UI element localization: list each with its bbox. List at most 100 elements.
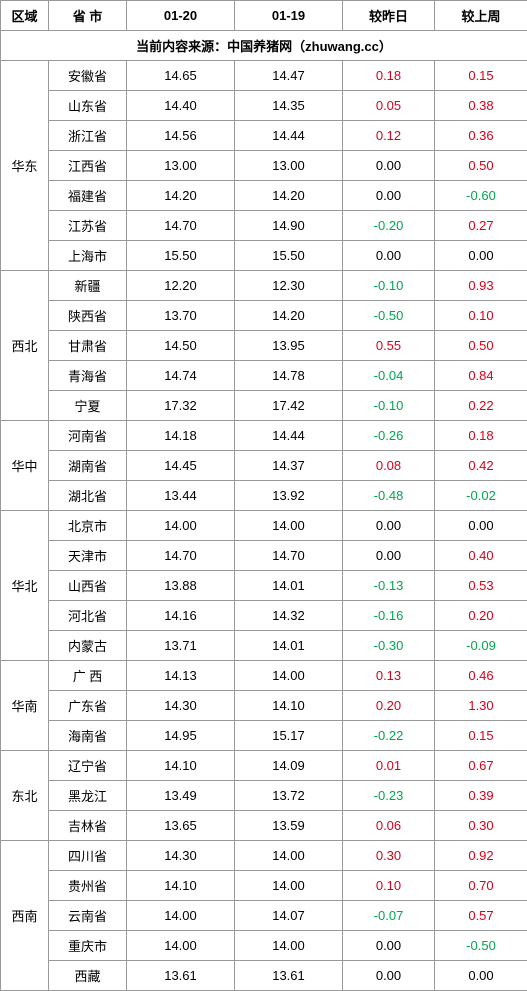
province-cell: 广东省 xyxy=(49,691,127,721)
d2-cell: 13.61 xyxy=(235,961,343,991)
vw-cell: 0.10 xyxy=(435,301,527,331)
d2-cell: 14.00 xyxy=(235,661,343,691)
d1-cell: 14.50 xyxy=(127,331,235,361)
d2-cell: 15.50 xyxy=(235,241,343,271)
table-row: 天津市14.7014.700.000.40 xyxy=(1,541,527,571)
table-row: 黑龙江13.4913.72-0.230.39 xyxy=(1,781,527,811)
d2-cell: 14.90 xyxy=(235,211,343,241)
table-row: 西北新疆12.2012.30-0.100.93 xyxy=(1,271,527,301)
province-cell: 湖北省 xyxy=(49,481,127,511)
table-row: 山西省13.8814.01-0.130.53 xyxy=(1,571,527,601)
province-cell: 福建省 xyxy=(49,181,127,211)
d1-cell: 17.32 xyxy=(127,391,235,421)
province-cell: 宁夏 xyxy=(49,391,127,421)
vd-cell: 0.18 xyxy=(343,61,435,91)
vw-cell: 0.27 xyxy=(435,211,527,241)
price-table: 区域 省 市 01-20 01-19 较昨日 较上周 当前内容来源：中国养猪网（… xyxy=(0,0,527,991)
d1-cell: 14.18 xyxy=(127,421,235,451)
d1-cell: 14.70 xyxy=(127,211,235,241)
vw-cell: 0.93 xyxy=(435,271,527,301)
vd-cell: -0.48 xyxy=(343,481,435,511)
vd-cell: 0.00 xyxy=(343,931,435,961)
d1-cell: 12.20 xyxy=(127,271,235,301)
vw-cell: 0.00 xyxy=(435,511,527,541)
d1-cell: 14.13 xyxy=(127,661,235,691)
table-row: 河北省14.1614.32-0.160.20 xyxy=(1,601,527,631)
region-cell: 华南 xyxy=(1,661,49,751)
d2-cell: 14.37 xyxy=(235,451,343,481)
table-row: 华南广 西14.1314.000.130.46 xyxy=(1,661,527,691)
d2-cell: 14.10 xyxy=(235,691,343,721)
vw-cell: 0.67 xyxy=(435,751,527,781)
d2-cell: 14.00 xyxy=(235,931,343,961)
table-row: 江西省13.0013.000.000.50 xyxy=(1,151,527,181)
vd-cell: -0.10 xyxy=(343,271,435,301)
province-cell: 内蒙古 xyxy=(49,631,127,661)
d2-cell: 14.20 xyxy=(235,301,343,331)
d2-cell: 13.92 xyxy=(235,481,343,511)
d1-cell: 13.00 xyxy=(127,151,235,181)
province-cell: 海南省 xyxy=(49,721,127,751)
vw-cell: 0.50 xyxy=(435,331,527,361)
d2-cell: 14.47 xyxy=(235,61,343,91)
vw-cell: 0.57 xyxy=(435,901,527,931)
vw-cell: 0.22 xyxy=(435,391,527,421)
vd-cell: 0.55 xyxy=(343,331,435,361)
vw-cell: 0.50 xyxy=(435,151,527,181)
col-region: 区域 xyxy=(1,1,49,31)
table-row: 贵州省14.1014.000.100.70 xyxy=(1,871,527,901)
vw-cell: -0.50 xyxy=(435,931,527,961)
vd-cell: -0.10 xyxy=(343,391,435,421)
col-province: 省 市 xyxy=(49,1,127,31)
table-row: 甘肃省14.5013.950.550.50 xyxy=(1,331,527,361)
vd-cell: 0.05 xyxy=(343,91,435,121)
col-vs-week: 较上周 xyxy=(435,1,527,31)
d1-cell: 13.61 xyxy=(127,961,235,991)
vw-cell: 0.40 xyxy=(435,541,527,571)
col-vs-day: 较昨日 xyxy=(343,1,435,31)
d1-cell: 13.65 xyxy=(127,811,235,841)
province-cell: 河南省 xyxy=(49,421,127,451)
vw-cell: -0.60 xyxy=(435,181,527,211)
vd-cell: -0.22 xyxy=(343,721,435,751)
vd-cell: 0.30 xyxy=(343,841,435,871)
vw-cell: 0.39 xyxy=(435,781,527,811)
vd-cell: 0.00 xyxy=(343,511,435,541)
region-cell: 东北 xyxy=(1,751,49,841)
province-cell: 江苏省 xyxy=(49,211,127,241)
vw-cell: 0.18 xyxy=(435,421,527,451)
d2-cell: 14.44 xyxy=(235,121,343,151)
province-cell: 天津市 xyxy=(49,541,127,571)
vd-cell: -0.50 xyxy=(343,301,435,331)
vw-cell: 1.30 xyxy=(435,691,527,721)
vd-cell: 0.13 xyxy=(343,661,435,691)
province-cell: 青海省 xyxy=(49,361,127,391)
vd-cell: 0.00 xyxy=(343,541,435,571)
table-row: 西藏13.6113.610.000.00 xyxy=(1,961,527,991)
d2-cell: 14.01 xyxy=(235,571,343,601)
col-date1: 01-20 xyxy=(127,1,235,31)
province-cell: 新疆 xyxy=(49,271,127,301)
vw-cell: 0.38 xyxy=(435,91,527,121)
province-cell: 黑龙江 xyxy=(49,781,127,811)
table-row: 东北辽宁省14.1014.090.010.67 xyxy=(1,751,527,781)
d2-cell: 13.95 xyxy=(235,331,343,361)
header-row: 区域 省 市 01-20 01-19 较昨日 较上周 xyxy=(1,1,527,31)
province-cell: 安徽省 xyxy=(49,61,127,91)
vw-cell: -0.09 xyxy=(435,631,527,661)
d1-cell: 13.88 xyxy=(127,571,235,601)
d2-cell: 17.42 xyxy=(235,391,343,421)
vw-cell: 0.42 xyxy=(435,451,527,481)
table-row: 内蒙古13.7114.01-0.30-0.09 xyxy=(1,631,527,661)
d2-cell: 14.07 xyxy=(235,901,343,931)
d1-cell: 14.00 xyxy=(127,931,235,961)
province-cell: 山西省 xyxy=(49,571,127,601)
table-row: 湖南省14.4514.370.080.42 xyxy=(1,451,527,481)
source-row: 当前内容来源：中国养猪网（zhuwang.cc） xyxy=(1,31,527,61)
vd-cell: 0.08 xyxy=(343,451,435,481)
province-cell: 上海市 xyxy=(49,241,127,271)
vd-cell: 0.00 xyxy=(343,151,435,181)
d2-cell: 14.09 xyxy=(235,751,343,781)
d2-cell: 14.35 xyxy=(235,91,343,121)
d2-cell: 14.01 xyxy=(235,631,343,661)
